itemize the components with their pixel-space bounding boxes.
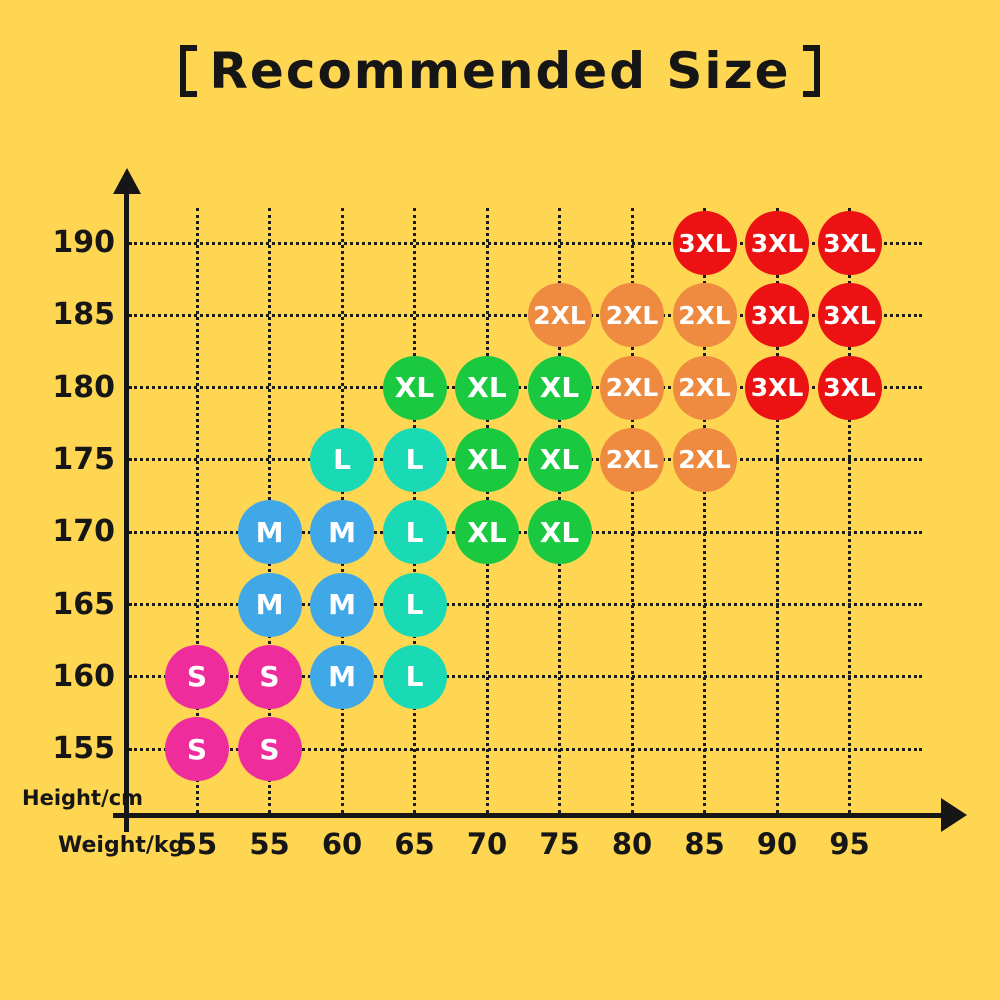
size-dot-2xl-h180-c7: 2XL xyxy=(672,355,737,420)
size-dot-xl-h180-c5: XL xyxy=(527,355,592,420)
x-tick-label: 75 xyxy=(539,827,580,861)
size-dot-l-h175-c3: L xyxy=(382,427,447,492)
size-dot-m-h170-c1: M xyxy=(237,500,302,565)
y-tick-label: 180 xyxy=(52,369,115,405)
horizontal-gridline xyxy=(129,386,922,390)
size-dot-3xl-h185-c8: 3XL xyxy=(745,283,809,348)
size-dot-m-h170-c2: M xyxy=(310,500,374,565)
vertical-gridline xyxy=(630,208,634,813)
size-dot-3xl-h190-c9: 3XL xyxy=(817,211,882,275)
vertical-gridline xyxy=(703,208,706,813)
right-lenticular-bracket-icon xyxy=(802,45,820,97)
size-dot-l-h175-c2: L xyxy=(310,427,374,492)
x-tick-label: 60 xyxy=(321,827,363,861)
size-dot-2xl-h185-c6: 2XL xyxy=(600,283,664,348)
horizontal-gridline xyxy=(129,530,922,534)
x-tick-label: 55 xyxy=(176,827,218,861)
size-dot-xl-h170-c4: XL xyxy=(455,500,519,565)
x-tick-label: 65 xyxy=(394,827,435,861)
size-dot-2xl-h180-c6: 2XL xyxy=(600,355,664,420)
horizontal-gridline xyxy=(129,603,922,606)
x-tick-label: 95 xyxy=(829,827,870,861)
y-axis-line xyxy=(124,188,129,832)
y-tick-label: 170 xyxy=(52,514,115,550)
size-dot-l-h160-c3: L xyxy=(382,644,447,709)
x-tick-label: 85 xyxy=(684,827,725,861)
size-dot-3xl-h180-c8: 3XL xyxy=(745,355,809,420)
horizontal-gridline xyxy=(129,241,922,245)
size-dot-xl-h175-c4: XL xyxy=(455,427,519,492)
vertical-gridline xyxy=(195,208,199,813)
y-tick-label: 160 xyxy=(52,658,115,694)
chart-title: Recommended Size xyxy=(0,42,1000,100)
x-axis-arrow-icon xyxy=(941,798,967,832)
y-tick-label: 165 xyxy=(52,586,115,622)
size-dot-m-h165-c2: M xyxy=(310,572,374,637)
size-dot-xl-h180-c4: XL xyxy=(455,355,519,420)
left-lenticular-bracket-icon xyxy=(180,45,198,97)
vertical-gridline xyxy=(848,208,851,813)
size-dot-3xl-h190-c8: 3XL xyxy=(745,211,809,275)
x-tick-label: 90 xyxy=(756,827,798,861)
horizontal-gridline xyxy=(129,313,922,317)
x-axis-title: Weight/kg xyxy=(58,833,185,858)
size-dot-s-h160-c0: S xyxy=(165,644,229,709)
size-dot-3xl-h180-c9: 3XL xyxy=(817,355,882,420)
size-dot-2xl-h175-c6: 2XL xyxy=(600,427,664,492)
size-dot-xl-h180-c3: XL xyxy=(382,355,447,420)
size-dot-l-h165-c3: L xyxy=(382,572,447,637)
y-tick-label: 175 xyxy=(52,441,115,477)
size-dot-m-h160-c2: M xyxy=(310,644,374,709)
horizontal-gridline xyxy=(129,458,922,462)
size-dot-s-h160-c1: S xyxy=(237,644,302,709)
y-tick-label: 190 xyxy=(52,225,115,260)
chart-title-text: Recommended Size xyxy=(209,42,791,100)
size-dot-2xl-h185-c7: 2XL xyxy=(672,283,737,348)
size-dot-m-h165-c1: M xyxy=(237,572,302,637)
size-dot-l-h170-c3: L xyxy=(382,500,447,565)
x-tick-label: 80 xyxy=(611,827,653,861)
y-tick-label: 185 xyxy=(52,297,115,333)
size-dot-2xl-h175-c7: 2XL xyxy=(672,427,737,492)
size-dot-2xl-h185-c5: 2XL xyxy=(527,283,592,348)
size-dot-s-h155-c1: S xyxy=(237,717,302,782)
size-dot-xl-h170-c5: XL xyxy=(527,500,592,565)
x-axis-line xyxy=(113,813,942,818)
x-tick-label: 70 xyxy=(466,827,508,861)
y-tick-label: 155 xyxy=(52,731,115,767)
horizontal-gridline xyxy=(129,747,922,751)
vertical-gridline xyxy=(775,208,779,813)
y-axis-title: Height/cm xyxy=(22,786,144,810)
size-dot-s-h155-c0: S xyxy=(165,717,229,782)
size-dot-xl-h175-c5: XL xyxy=(527,427,592,492)
horizontal-gridline xyxy=(129,675,922,679)
x-tick-label: 55 xyxy=(249,827,290,861)
size-dot-3xl-h190-c7: 3XL xyxy=(672,211,737,275)
size-dot-3xl-h185-c9: 3XL xyxy=(817,283,882,348)
